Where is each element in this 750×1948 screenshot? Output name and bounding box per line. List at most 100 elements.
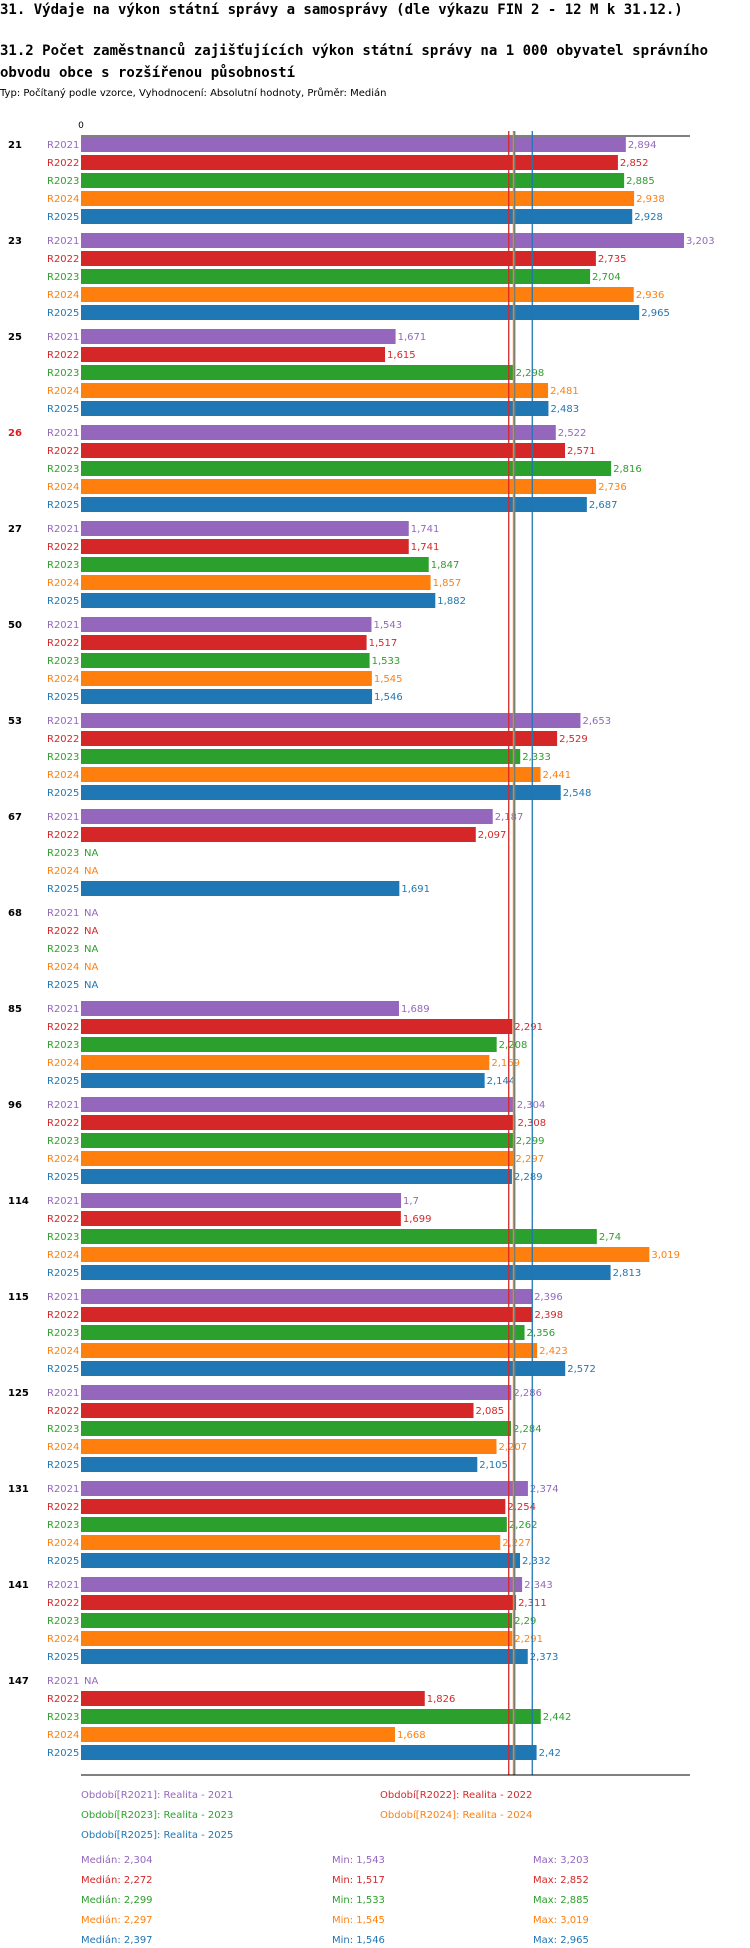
bar bbox=[81, 1727, 396, 1742]
bar bbox=[81, 1595, 517, 1610]
series-row-label: R2022 bbox=[47, 158, 79, 169]
series-row-label: R2023 bbox=[47, 272, 79, 283]
series-row-label: R2022 bbox=[47, 1502, 79, 1513]
series-row-label: R2023 bbox=[47, 560, 79, 571]
bar-value-label: 2,704 bbox=[592, 272, 621, 283]
group-label: 27 bbox=[8, 524, 22, 535]
bar bbox=[81, 1457, 478, 1472]
bar bbox=[81, 1709, 541, 1724]
bar bbox=[81, 1481, 528, 1496]
group-label: 114 bbox=[8, 1196, 29, 1207]
bar-value-label: 1,533 bbox=[372, 656, 401, 667]
bar bbox=[81, 233, 684, 248]
legend-max: Max: 2,885 bbox=[533, 1895, 589, 1906]
bar-value-label: 2,262 bbox=[509, 1520, 538, 1531]
bar bbox=[81, 305, 640, 320]
series-row-label: R2024 bbox=[47, 1154, 79, 1165]
bar bbox=[81, 635, 367, 650]
series-row-label: R2021 bbox=[47, 908, 79, 919]
bar bbox=[81, 191, 635, 206]
bar bbox=[81, 1019, 513, 1034]
series-row-label: R2023 bbox=[47, 1328, 79, 1339]
group-label: 125 bbox=[8, 1388, 29, 1399]
series-row-label: R2022 bbox=[47, 350, 79, 361]
bar bbox=[81, 1325, 525, 1340]
series-row-label: R2024 bbox=[47, 770, 79, 781]
series-row-label: R2023 bbox=[47, 1232, 79, 1243]
bar bbox=[81, 1745, 537, 1760]
bar-value-label: 2,548 bbox=[563, 788, 592, 799]
group-label: 50 bbox=[8, 620, 22, 631]
bar-value-label: NA bbox=[84, 866, 98, 877]
bar bbox=[81, 383, 549, 398]
bar bbox=[81, 1421, 511, 1436]
legend-max: Max: 3,203 bbox=[533, 1855, 589, 1866]
series-row-label: R2021 bbox=[47, 1100, 79, 1111]
bar-value-label: 1,546 bbox=[374, 692, 403, 703]
bar bbox=[81, 521, 409, 536]
bar bbox=[81, 1037, 497, 1052]
series-row-label: R2025 bbox=[47, 1172, 79, 1183]
series-row-label: R2025 bbox=[47, 500, 79, 511]
axis-zero-label: 0 bbox=[78, 121, 84, 131]
bar bbox=[81, 1193, 402, 1208]
bar-value-label: 2,286 bbox=[513, 1388, 542, 1399]
bar-value-label: 2,965 bbox=[641, 308, 670, 319]
bar-value-label: 2,097 bbox=[478, 830, 507, 841]
series-row-label: R2025 bbox=[47, 404, 79, 415]
legend-median: Medián: 2,299 bbox=[81, 1895, 153, 1906]
bar-value-label: 2,169 bbox=[491, 1058, 520, 1069]
series-row-label: R2024 bbox=[47, 866, 79, 877]
bar bbox=[81, 1169, 512, 1184]
series-row-label: R2025 bbox=[47, 1748, 79, 1759]
legend-period-entry: Období[R2025]: Realita - 2025 bbox=[81, 1830, 234, 1841]
bar-value-label: 1,668 bbox=[397, 1730, 426, 1741]
series-row-label: R2023 bbox=[47, 1136, 79, 1147]
bar bbox=[81, 1649, 528, 1664]
legend-median: Medián: 2,272 bbox=[81, 1875, 153, 1886]
series-row-label: R2024 bbox=[47, 1442, 79, 1453]
bar-value-label: 2,571 bbox=[567, 446, 596, 457]
bar-value-label: 1,741 bbox=[411, 524, 440, 535]
legend-min: Min: 1,545 bbox=[332, 1915, 385, 1926]
bar-value-label: 2,936 bbox=[636, 290, 665, 301]
bar-value-label: 2,284 bbox=[513, 1424, 542, 1435]
series-row-label: R2022 bbox=[47, 926, 79, 937]
bar-value-label: 2,343 bbox=[524, 1580, 553, 1591]
bar-value-label: 2,852 bbox=[620, 158, 649, 169]
series-row-label: R2021 bbox=[47, 140, 79, 151]
bar-value-label: 2,736 bbox=[598, 482, 627, 493]
series-row-label: R2021 bbox=[47, 620, 79, 631]
group-label: 96 bbox=[8, 1100, 22, 1111]
series-row-label: R2025 bbox=[47, 1076, 79, 1087]
bar-value-label: 2,105 bbox=[479, 1460, 508, 1471]
bar bbox=[81, 1439, 497, 1454]
bar-value-label: 1,543 bbox=[373, 620, 402, 631]
bar-value-label: 3,203 bbox=[686, 236, 715, 247]
bar bbox=[81, 809, 493, 824]
bar-value-label: 2,299 bbox=[516, 1136, 545, 1147]
series-row-label: R2022 bbox=[47, 1310, 79, 1321]
bar-value-label: 2,529 bbox=[559, 734, 588, 745]
bar-value-label: 2,735 bbox=[598, 254, 627, 265]
bar-value-label: 1,689 bbox=[401, 1004, 430, 1015]
bar-value-label: 2,227 bbox=[502, 1538, 531, 1549]
bar bbox=[81, 1631, 513, 1646]
series-row-label: R2021 bbox=[47, 236, 79, 247]
bar-value-label: 2,572 bbox=[567, 1364, 596, 1375]
bar-value-label: 1,699 bbox=[403, 1214, 432, 1225]
bar-value-label: 2,894 bbox=[628, 140, 657, 151]
bar-value-label: NA bbox=[84, 944, 98, 955]
group-label: 25 bbox=[8, 332, 22, 343]
bar bbox=[81, 443, 566, 458]
bar bbox=[81, 1151, 514, 1166]
series-row-label: R2023 bbox=[47, 848, 79, 859]
legend-period-entry: Období[R2024]: Realita - 2024 bbox=[380, 1810, 533, 1821]
series-row-label: R2024 bbox=[47, 1634, 79, 1645]
series-row-label: R2021 bbox=[47, 812, 79, 823]
legend-min: Min: 1,543 bbox=[332, 1855, 385, 1866]
series-row-label: R2024 bbox=[47, 482, 79, 493]
bar-value-label: NA bbox=[84, 1676, 98, 1687]
bar bbox=[81, 287, 634, 302]
